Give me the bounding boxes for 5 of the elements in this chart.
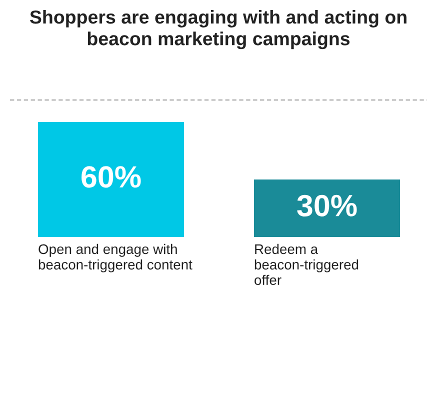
data-label: 30%: [297, 194, 357, 216]
chart-title: Shoppers are engaging with and acting on beacon marketing campaigns: [30, 10, 406, 50]
x-tick-label: Open and engage with beacon-triggered content: [38, 244, 192, 272]
x-tick-label: Redeem a beacon-triggered offer: [254, 244, 358, 286]
data-label: 60%: [82, 166, 141, 188]
